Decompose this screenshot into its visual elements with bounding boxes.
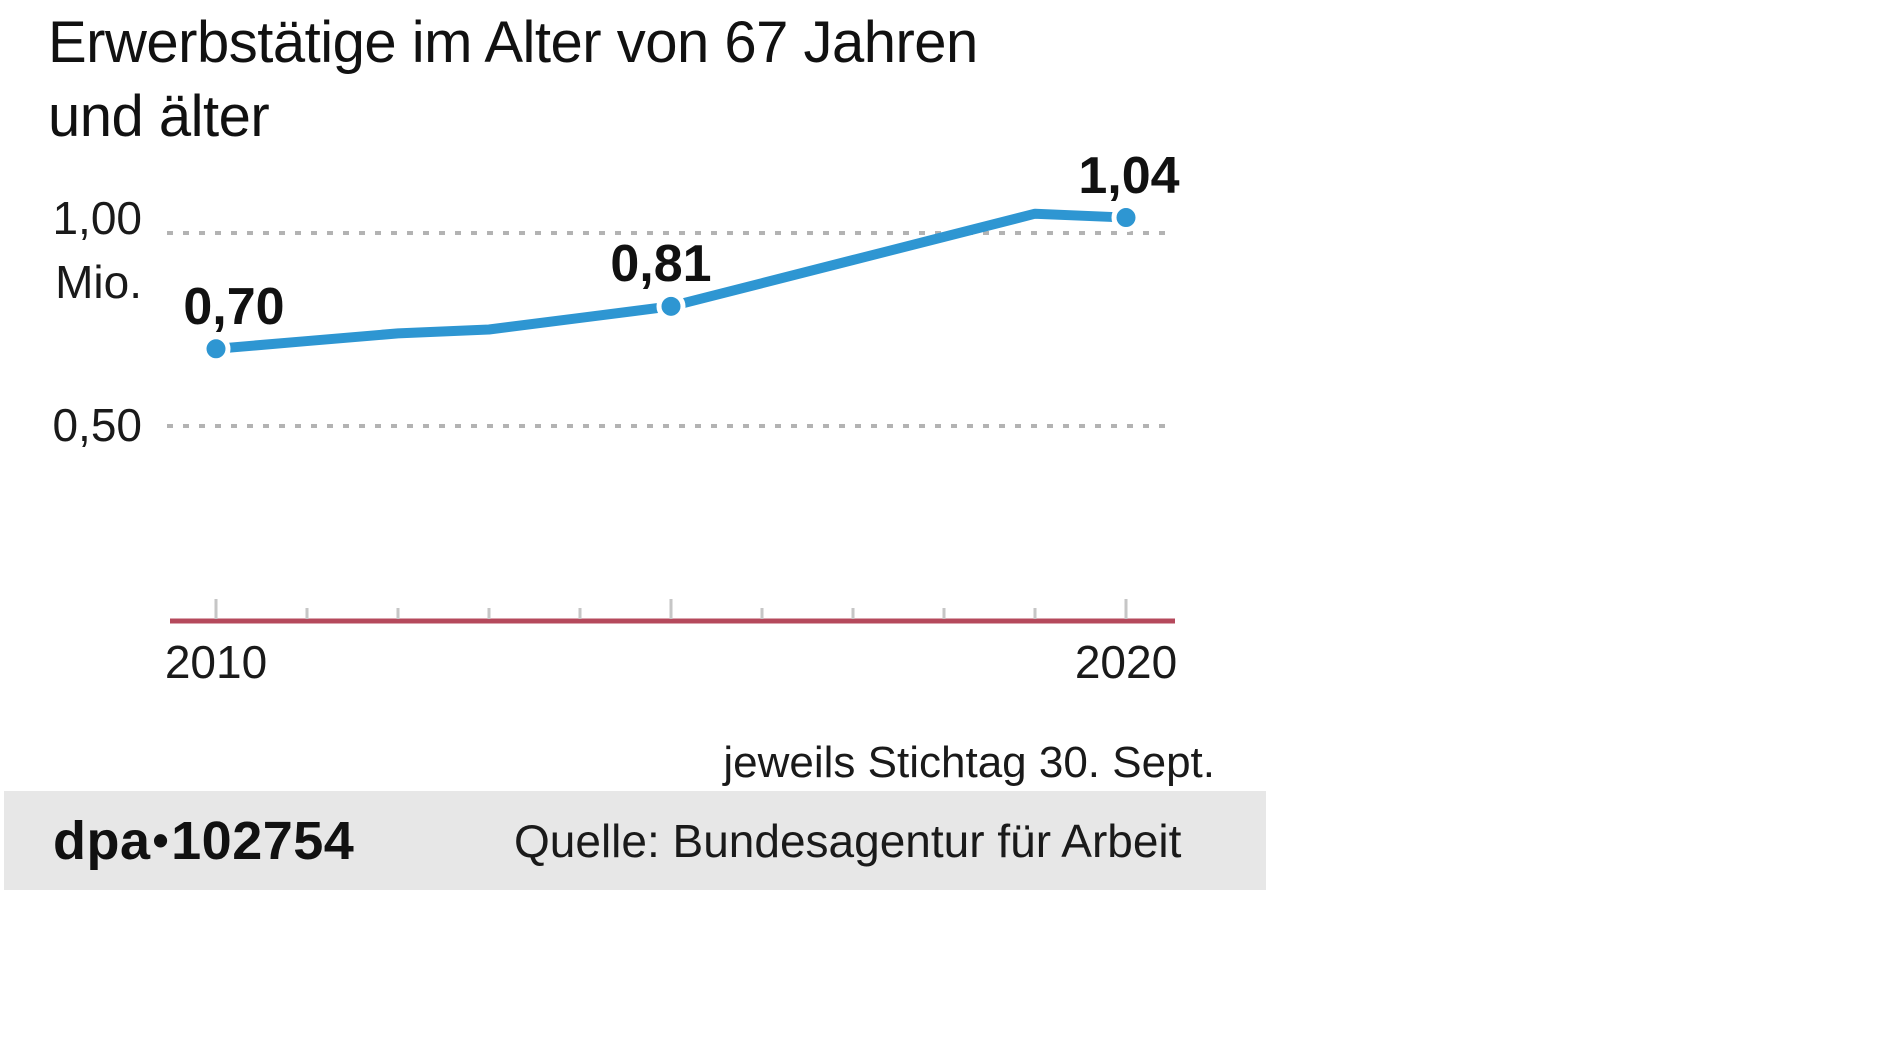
x-axis-label-2010: 2010 <box>164 636 268 688</box>
dpa-logo: dpa <box>53 810 151 871</box>
x-axis-label-2020: 2020 <box>1074 636 1178 688</box>
data-point-dot <box>201 334 231 364</box>
data-point-label: 1,04 <box>1078 146 1180 205</box>
agency-credit: dpa•102754 <box>53 810 354 872</box>
y-axis-label-0-50: 0,50 <box>52 399 142 451</box>
graphic-number: 102754 <box>171 810 355 871</box>
chart-title-line1: Erwerbstätige im Alter von 67 Jahren <box>48 10 978 75</box>
bullet-separator: • <box>152 813 170 866</box>
data-point-label: 0,70 <box>183 277 285 336</box>
data-point-dot <box>656 291 686 321</box>
y-axis-label-1-00: 1,00 <box>52 192 142 244</box>
y-axis-unit-label: Mio. <box>55 256 142 308</box>
data-point-dot <box>1111 203 1141 233</box>
chart-title: Erwerbstätige im Alter von 67 Jahren und… <box>48 6 978 154</box>
data-point-label: 0,81 <box>610 235 712 294</box>
chart-footnote: jeweils Stichtag 30. Sept. <box>723 738 1215 787</box>
chart-title-line2: und älter <box>48 84 270 149</box>
footer-bar: dpa•102754 Quelle: Bundesagentur für Arb… <box>4 791 1266 890</box>
source-credit: Quelle: Bundesagentur für Arbeit <box>514 814 1182 867</box>
line-chart <box>167 203 1175 624</box>
